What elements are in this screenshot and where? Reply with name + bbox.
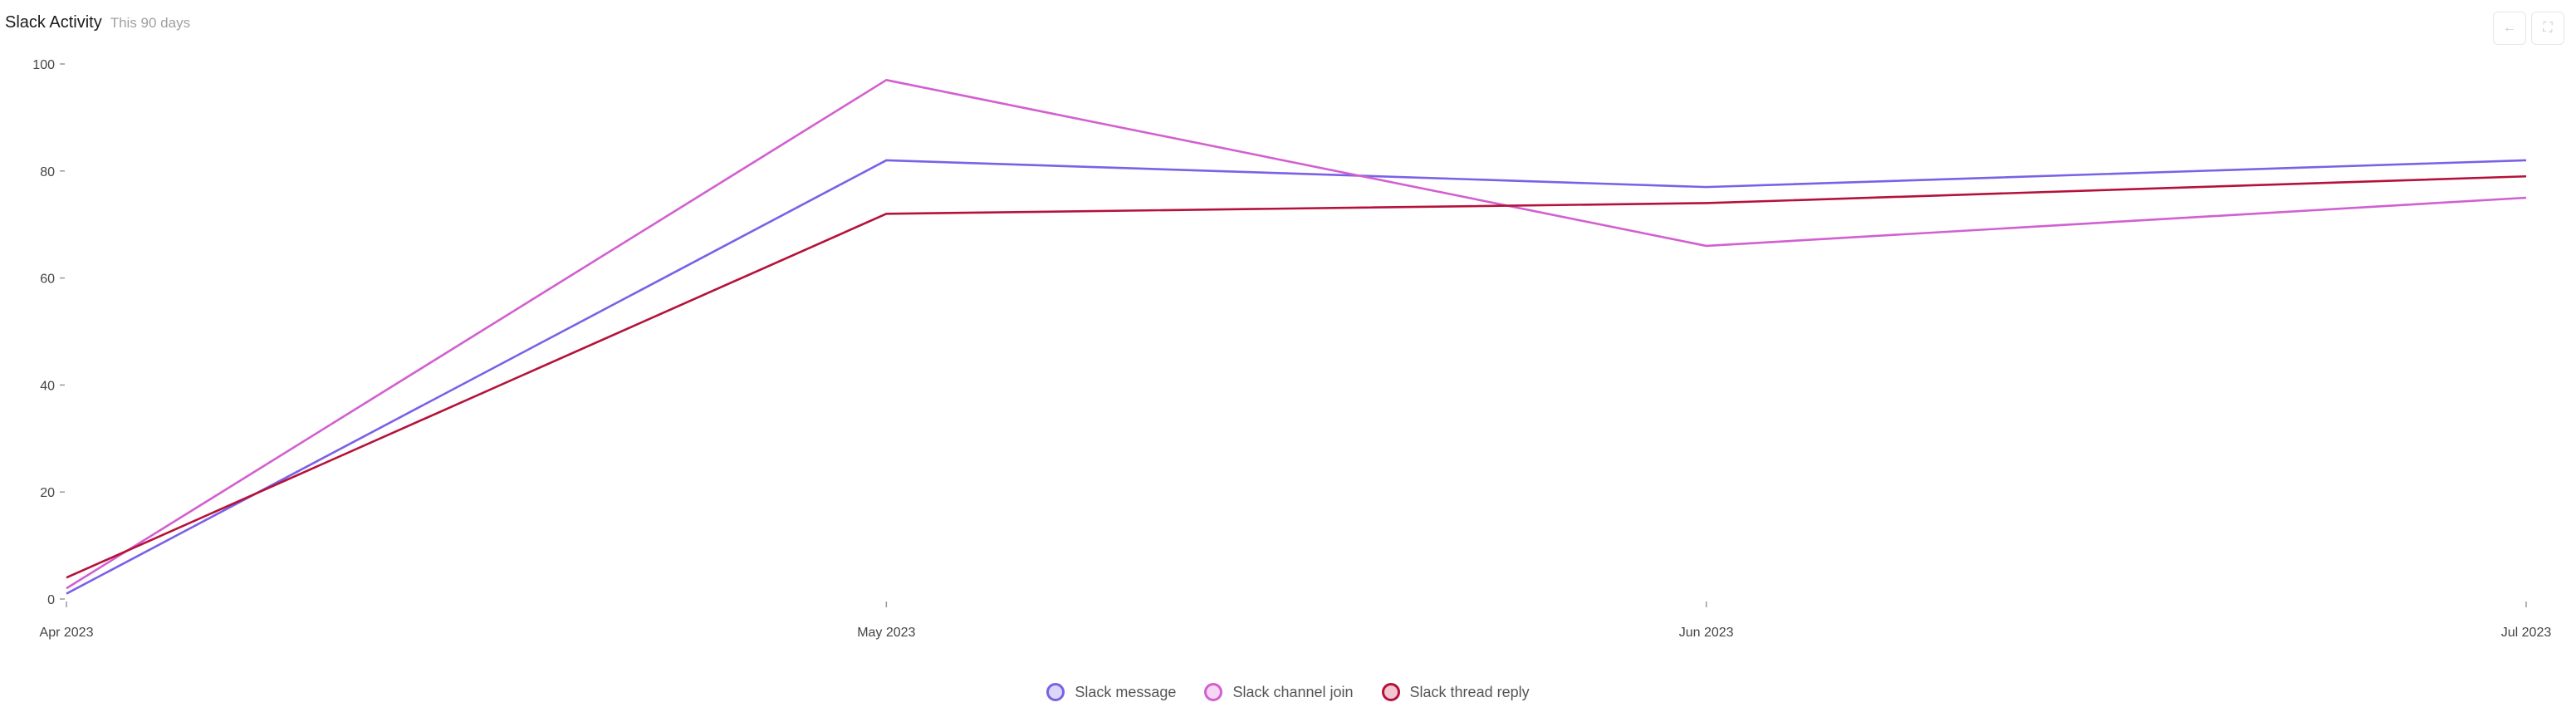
y-tick-label: 40 xyxy=(40,379,55,393)
x-tick-label: Jul 2023 xyxy=(2501,626,2552,640)
fullscreen-icon: ⛶ xyxy=(2543,21,2553,35)
y-tick-label: 20 xyxy=(40,486,55,500)
legend-label: Slack thread reply xyxy=(1409,683,1530,700)
series-line-slack-thread-reply[interactable] xyxy=(66,174,2527,579)
line-chart: 0 20 40 60 80 100 Apr 2023 May 2023 Jun 2023 Jul… xyxy=(32,58,2552,640)
y-tick-label: 80 xyxy=(40,165,55,179)
y-tick-label: 60 xyxy=(40,273,55,287)
x-axis: Apr 2023 May 2023 Jun 2023 Jul 2023 xyxy=(40,602,2552,640)
chart-subtitle: This 90 days xyxy=(110,15,191,31)
x-tick-label: Apr 2023 xyxy=(40,626,94,640)
legend-label: Slack channel join xyxy=(1232,683,1354,700)
legend-item[interactable]: Slack message xyxy=(1046,683,1176,701)
legend-item[interactable]: Slack channel join xyxy=(1204,683,1354,701)
legend-swatch-icon xyxy=(1381,683,1400,701)
y-tick-label: 0 xyxy=(47,593,55,607)
x-tick-label: Jun 2023 xyxy=(1679,626,1734,640)
chart-header: Slack Activity This 90 days xyxy=(5,13,190,38)
y-tick-label: 100 xyxy=(32,58,55,72)
back-button[interactable]: ← xyxy=(2493,12,2526,45)
series-line-slack-channel-join[interactable] xyxy=(66,79,2527,590)
chart-legend: Slack message Slack channel join Slack thr… xyxy=(0,683,2576,701)
legend-swatch-icon xyxy=(1046,683,1065,701)
back-icon: ← xyxy=(2503,21,2516,35)
legend-swatch-icon xyxy=(1204,683,1223,701)
series-line-slack-message[interactable] xyxy=(66,159,2527,595)
y-axis: 0 20 40 60 80 100 xyxy=(32,58,65,607)
fullscreen-button[interactable]: ⛶ xyxy=(2531,12,2564,45)
chart-title: Slack Activity xyxy=(5,13,102,32)
legend-item[interactable]: Slack thread reply xyxy=(1381,683,1530,701)
chart-toolbar: ← ⛶ xyxy=(2493,12,2564,45)
x-tick-label: May 2023 xyxy=(857,626,915,640)
series-lines xyxy=(66,79,2527,595)
legend-label: Slack message xyxy=(1075,683,1177,700)
